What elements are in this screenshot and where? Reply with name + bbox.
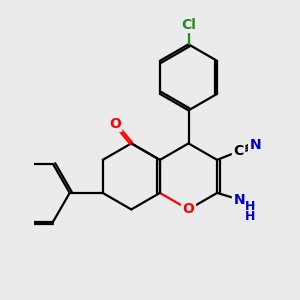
Text: H: H (244, 200, 255, 213)
Text: O: O (109, 117, 121, 130)
Text: N: N (250, 138, 261, 152)
Text: N: N (233, 193, 245, 207)
Text: Cl: Cl (181, 17, 196, 32)
Text: H: H (244, 210, 255, 223)
Text: O: O (183, 202, 194, 216)
Text: C: C (233, 144, 244, 158)
